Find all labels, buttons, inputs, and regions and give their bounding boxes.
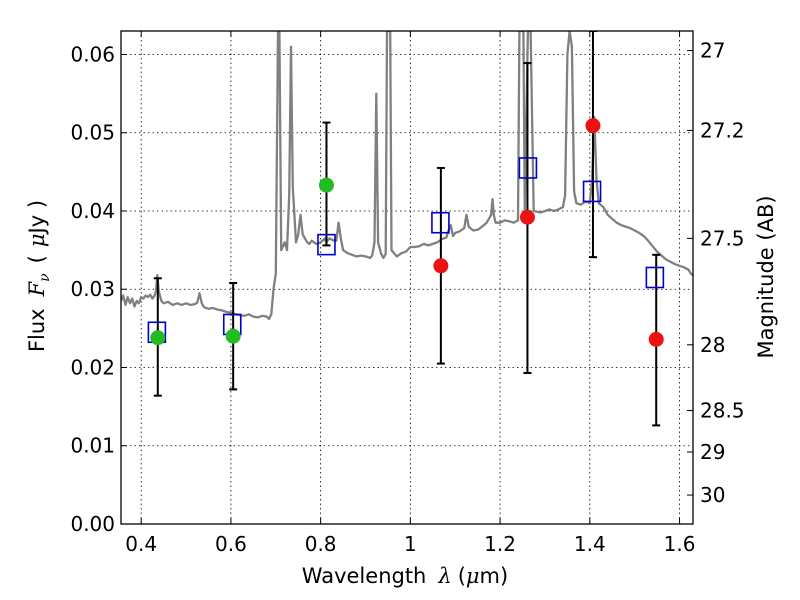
observed-point-green [150,330,166,346]
y-tick-label: 0.04 [70,199,115,223]
data-layer [121,31,693,427]
x-tick-label: 0.8 [305,532,337,556]
y-tick-label: 0.05 [70,121,115,145]
observed-point-green [225,328,241,344]
observed-point-green [318,177,334,193]
y2-tick-label: 30 [700,483,725,507]
x-tick-label: 0.4 [125,532,157,556]
y-tick-label: 0.03 [70,277,115,301]
x-tick-label: 1.2 [484,532,516,556]
grid [121,31,693,525]
model-photometry-square [431,211,450,234]
ticks: 0.4 0.6 0.8 1 1.2 1.4 1.6 0.00 0.01 0.02 0.03 0.04 0… [70,31,745,556]
x-tick-label: 0.6 [215,532,247,556]
y-tick-label: 0.00 [70,512,115,536]
y2-tick-label: 27.2 [700,118,745,142]
x-tick-label: 1.4 [574,532,606,556]
y-tick-label: 0.02 [70,355,115,379]
x-tick-label: 1 [404,532,417,556]
y-tick-label: 0.01 [70,434,115,458]
plot-frame [120,30,694,525]
model-photometry-square [582,180,602,203]
model-photometry-square [317,233,336,256]
y2-axis-label: Magnitude (AB) [754,195,778,358]
observed-point-red [648,331,664,347]
observed-point-red [433,258,449,274]
y-axis-label: FluxFν(μJy ) [25,200,53,352]
x-tick-label: 1.6 [664,532,696,556]
model-photometry-square [645,266,665,289]
observed-point-red [519,209,535,225]
model-photometry-square [518,157,538,179]
y2-tick-label: 27 [700,39,725,63]
y2-tick-label: 29 [700,440,725,464]
y-tick-label: 0.06 [70,42,115,66]
x-axis-label: Wavelength λ (μm) [302,564,508,588]
observed-point-red [585,118,601,134]
y2-tick-label: 28 [700,333,725,357]
sed-line [121,31,693,321]
y2-tick-label: 27.5 [700,226,745,250]
y2-tick-label: 28.5 [700,399,745,423]
